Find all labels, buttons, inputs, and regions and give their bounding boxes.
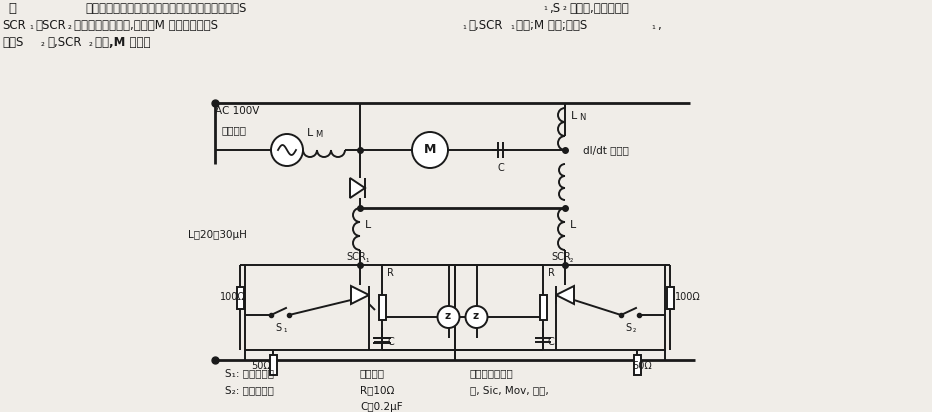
Bar (378, 295, 386, 320)
Text: 时,SCR: 时,SCR (47, 36, 81, 49)
Text: L: L (571, 111, 577, 121)
Text: AC 100V: AC 100V (215, 106, 259, 116)
Bar (634, 355, 640, 375)
Circle shape (465, 306, 487, 328)
Text: L: L (365, 220, 371, 230)
Text: L: L (307, 128, 313, 138)
Circle shape (412, 132, 448, 168)
Text: 时,SCR: 时,SCR (468, 19, 502, 32)
Text: L: L (570, 220, 576, 230)
Text: 缓冲电路: 缓冲电路 (360, 368, 385, 378)
Text: dI/dt 抑制用: dI/dt 抑制用 (583, 145, 629, 155)
Text: R＝10Ω: R＝10Ω (360, 385, 394, 395)
Circle shape (271, 134, 303, 166)
Text: ₂: ₂ (570, 255, 573, 264)
Text: C＝0.2μF: C＝0.2μF (360, 402, 403, 412)
Text: SCR: SCR (2, 19, 26, 32)
Text: L＝20～30μH: L＝20～30μH (188, 230, 247, 240)
Text: 100Ω: 100Ω (220, 292, 246, 302)
Text: ₂: ₂ (633, 325, 637, 334)
Bar (540, 295, 546, 320)
Text: SCR: SCR (346, 252, 365, 262)
Text: 制动电路: 制动电路 (222, 125, 247, 135)
Text: 断开时,双向可控硅: 断开时,双向可控硅 (569, 2, 629, 15)
Text: S: S (275, 323, 281, 333)
Text: ₁: ₁ (283, 325, 286, 334)
Text: z: z (473, 311, 479, 321)
Text: 、SCR: 、SCR (35, 19, 66, 32)
Polygon shape (556, 286, 574, 304)
Text: ₁: ₁ (29, 21, 33, 31)
Bar (245, 265, 455, 350)
Text: ₁: ₁ (462, 21, 466, 31)
Text: 浪涌吸收用元件: 浪涌吸收用元件 (470, 368, 514, 378)
Text: R: R (548, 268, 555, 278)
Bar (269, 355, 277, 375)
Text: 均不被触发而截止,电动机M 停转。当接通S: 均不被触发而截止,电动机M 停转。当接通S (74, 19, 218, 32)
Text: ₂: ₂ (563, 2, 567, 12)
Text: ₂: ₂ (68, 21, 72, 31)
Text: 50Ω: 50Ω (251, 361, 271, 371)
Bar (237, 286, 243, 309)
Text: 50Ω: 50Ω (632, 361, 651, 371)
Text: ₁: ₁ (510, 21, 514, 31)
Text: S: S (625, 323, 631, 333)
Text: 所示为二相交流电动机正转、反转的控制电路。当S: 所示为二相交流电动机正转、反转的控制电路。当S (85, 2, 246, 15)
Text: ₁: ₁ (651, 21, 655, 31)
Text: S₁: 正转用开关: S₁: 正转用开关 (225, 368, 274, 378)
Text: N: N (579, 113, 585, 122)
Text: z: z (445, 311, 451, 321)
Text: C: C (387, 337, 393, 347)
Text: ,: , (657, 19, 661, 32)
Text: ₁: ₁ (543, 2, 547, 12)
Text: 如, Sic, Mov, 俩等,: 如, Sic, Mov, 俩等, (470, 385, 549, 395)
Text: C: C (548, 337, 555, 347)
Text: ₂: ₂ (89, 38, 93, 48)
Text: ₁: ₁ (365, 255, 368, 264)
Text: S₂: 反转用开关: S₂: 反转用开关 (225, 385, 274, 395)
Text: ,S: ,S (549, 2, 560, 15)
Text: 图: 图 (8, 2, 16, 15)
Text: ₂: ₂ (41, 38, 45, 48)
Text: 100Ω: 100Ω (675, 292, 701, 302)
Circle shape (437, 306, 459, 328)
Text: 导通,M 反转。: 导通,M 反转。 (95, 36, 150, 49)
Text: 接通S: 接通S (2, 36, 23, 49)
Polygon shape (350, 178, 365, 198)
Text: M: M (315, 130, 322, 139)
Text: 导通;M 正转;断开S: 导通;M 正转;断开S (516, 19, 587, 32)
Text: C: C (498, 163, 505, 173)
Text: M: M (424, 143, 436, 156)
Polygon shape (351, 286, 369, 304)
Bar (666, 286, 674, 309)
Text: R: R (387, 268, 394, 278)
Text: SCR: SCR (551, 252, 570, 262)
Bar (455, 265, 665, 350)
